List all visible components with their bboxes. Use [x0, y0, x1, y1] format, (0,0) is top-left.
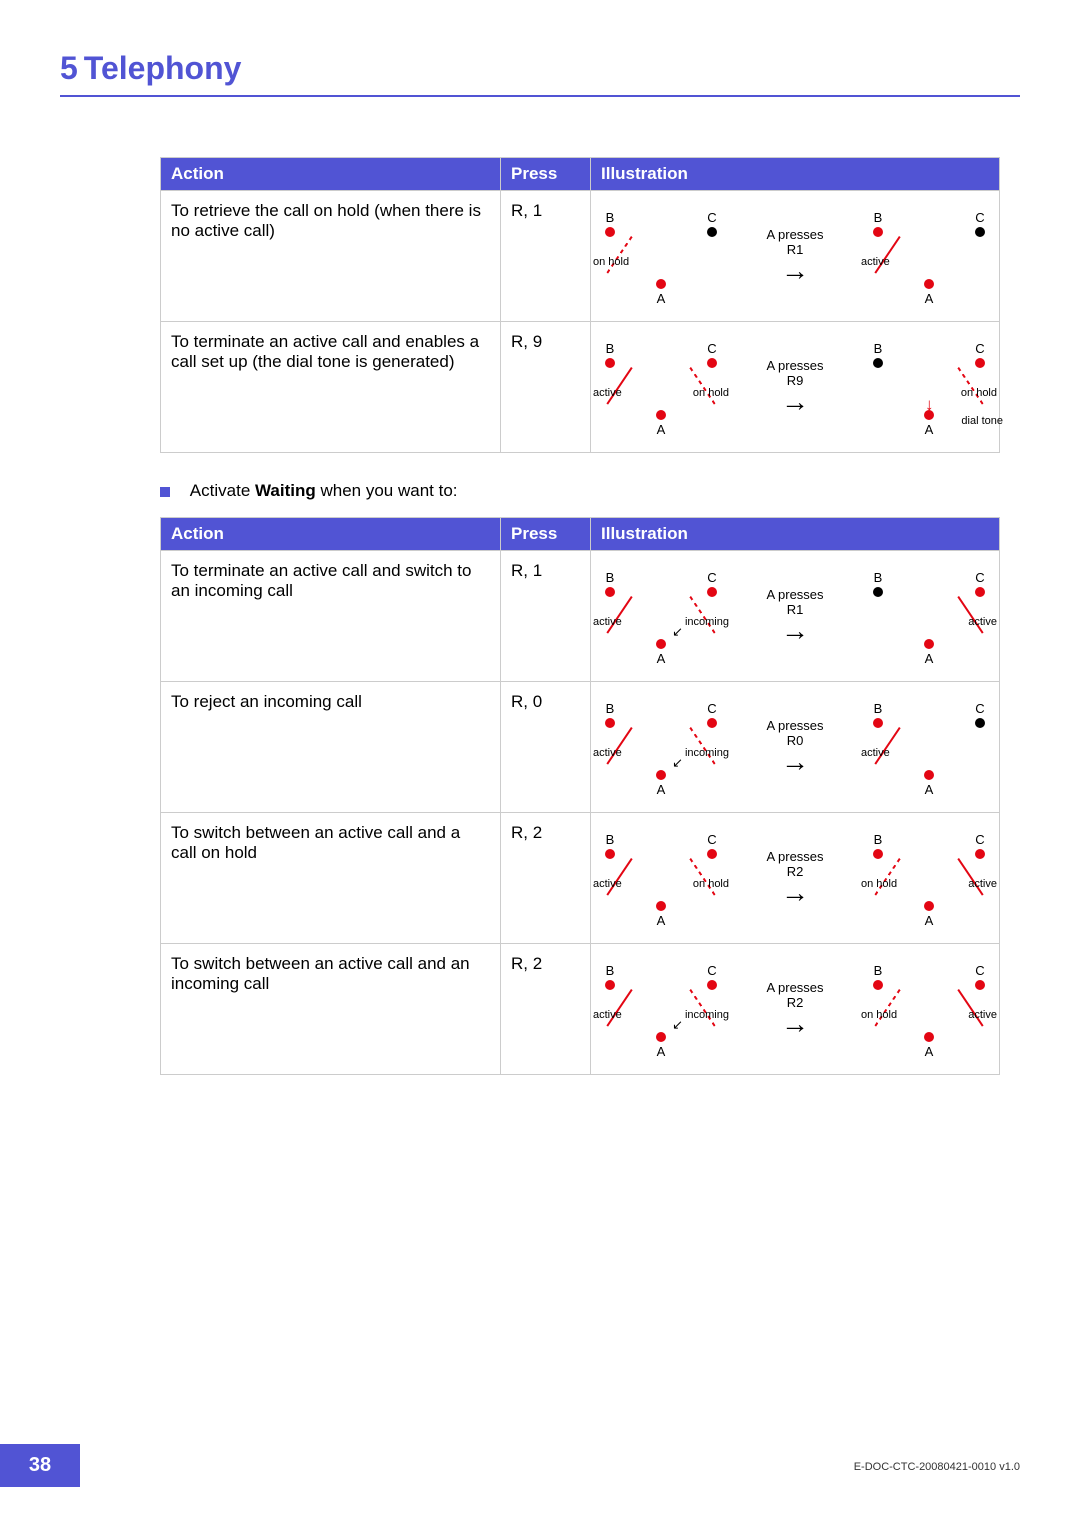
- th-illustration: Illustration: [591, 518, 1000, 551]
- cell-action: To terminate an active call and enables …: [161, 322, 501, 453]
- table-1: Action Press Illustration To retrieve th…: [160, 157, 1000, 453]
- node-C: C: [975, 701, 985, 730]
- press-transition: A pressesR9→: [755, 358, 835, 416]
- press-transition: A pressesR1→: [755, 587, 835, 645]
- cell-illustration: BCAon holdA pressesR1→BCAactive: [591, 191, 1000, 322]
- footer: 38 E-DOC-CTC-20080421-0010 v1.0: [0, 1447, 1080, 1487]
- node-A: A: [924, 277, 934, 306]
- node-C: C: [975, 341, 985, 370]
- node-A: A: [924, 637, 934, 666]
- node-A: A: [656, 408, 666, 437]
- page-number: 38: [0, 1444, 80, 1487]
- cell-illustration: BCAactiveincoming↙A pressesR2→BCAon hold…: [591, 944, 1000, 1075]
- th-press: Press: [501, 518, 591, 551]
- node-A: A: [924, 1030, 934, 1059]
- cell-action: To switch between an active call and a c…: [161, 813, 501, 944]
- cell-action: To retrieve the call on hold (when there…: [161, 191, 501, 322]
- node-C: C: [707, 963, 717, 992]
- table-row: To retrieve the call on hold (when there…: [161, 191, 1000, 322]
- table-2: Action Press Illustration To terminate a…: [160, 517, 1000, 1075]
- node-C: C: [975, 832, 985, 861]
- bullet-prefix: Activate: [190, 481, 255, 500]
- cell-illustration: BCAactiveincoming↙A pressesR1→BCAactive: [591, 551, 1000, 682]
- node-A: A: [656, 1030, 666, 1059]
- node-C: C: [707, 570, 717, 599]
- node-A: A: [924, 768, 934, 797]
- node-B: B: [605, 701, 615, 730]
- th-press: Press: [501, 158, 591, 191]
- node-A: A: [656, 899, 666, 928]
- node-B: B: [873, 341, 883, 370]
- chapter-name: Telephony: [84, 50, 242, 86]
- node-C: C: [707, 701, 717, 730]
- node-B: B: [873, 832, 883, 861]
- node-C: C: [975, 963, 985, 992]
- node-B: B: [605, 832, 615, 861]
- node-A: A: [924, 899, 934, 928]
- node-B: B: [873, 570, 883, 599]
- table-row: To switch between an active call and an …: [161, 944, 1000, 1075]
- cell-press: R, 9: [501, 322, 591, 453]
- cell-press: R, 1: [501, 191, 591, 322]
- cell-action: To terminate an active call and switch t…: [161, 551, 501, 682]
- node-A: A: [656, 277, 666, 306]
- node-B: B: [605, 963, 615, 992]
- bullet-icon: [160, 487, 170, 497]
- cell-action: To reject an incoming call: [161, 682, 501, 813]
- th-action: Action: [161, 158, 501, 191]
- chapter-number: 5: [60, 50, 78, 86]
- node-B: B: [873, 210, 883, 239]
- chapter-title: 5Telephony: [60, 50, 1020, 97]
- node-C: C: [707, 210, 717, 239]
- cell-illustration: BCAactiveon holdA pressesR9→BCAon holddi…: [591, 322, 1000, 453]
- th-illustration: Illustration: [591, 158, 1000, 191]
- table-row: To terminate an active call and enables …: [161, 322, 1000, 453]
- th-action: Action: [161, 518, 501, 551]
- press-transition: A pressesR2→: [755, 980, 835, 1038]
- node-A: A: [656, 768, 666, 797]
- cell-press: R, 2: [501, 813, 591, 944]
- cell-action: To switch between an active call and an …: [161, 944, 501, 1075]
- node-C: C: [707, 341, 717, 370]
- node-C: C: [975, 570, 985, 599]
- doc-id: E-DOC-CTC-20080421-0010 v1.0: [854, 1461, 1020, 1473]
- table-row: To reject an incoming callR, 0BCAactivei…: [161, 682, 1000, 813]
- press-transition: A pressesR1→: [755, 227, 835, 285]
- table-row: To terminate an active call and switch t…: [161, 551, 1000, 682]
- table-row: To switch between an active call and a c…: [161, 813, 1000, 944]
- node-B: B: [605, 210, 615, 239]
- node-B: B: [605, 341, 615, 370]
- node-C: C: [975, 210, 985, 239]
- press-transition: A pressesR0→: [755, 718, 835, 776]
- cell-illustration: BCAactiveincoming↙A pressesR0→BCAactive: [591, 682, 1000, 813]
- cell-press: R, 1: [501, 551, 591, 682]
- press-transition: A pressesR2→: [755, 849, 835, 907]
- bullet-line: Activate Waiting when you want to:: [160, 481, 1000, 501]
- node-C: C: [707, 832, 717, 861]
- bullet-bold: Waiting: [255, 481, 316, 500]
- node-A: A: [656, 637, 666, 666]
- node-B: B: [873, 701, 883, 730]
- node-B: B: [873, 963, 883, 992]
- node-B: B: [605, 570, 615, 599]
- cell-press: R, 2: [501, 944, 591, 1075]
- cell-press: R, 0: [501, 682, 591, 813]
- bullet-suffix: when you want to:: [316, 481, 458, 500]
- cell-illustration: BCAactiveon holdA pressesR2→BCAon holdac…: [591, 813, 1000, 944]
